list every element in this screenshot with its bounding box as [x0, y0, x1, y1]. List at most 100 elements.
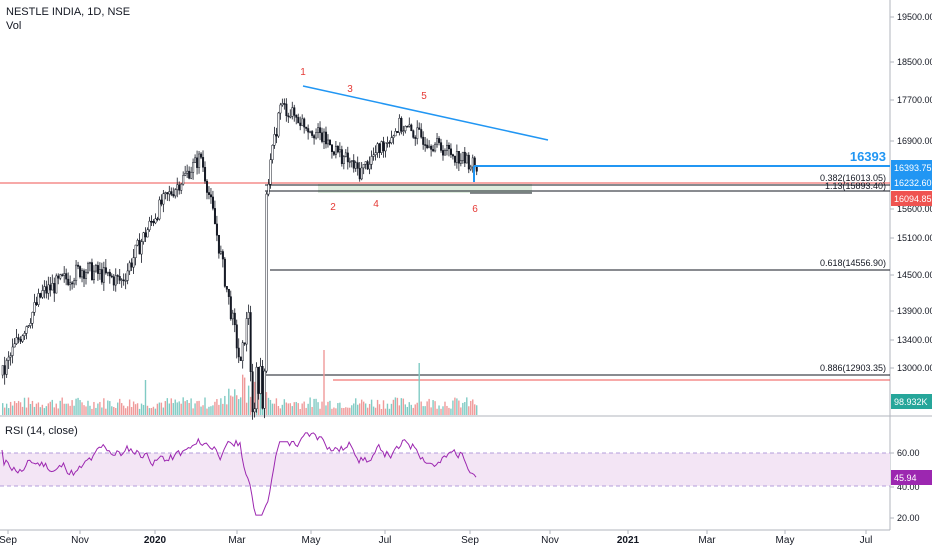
volume-bar — [404, 404, 407, 415]
candle-body — [444, 150, 447, 156]
candle-body — [15, 337, 18, 345]
price-axis-label-text: 16232.60 — [894, 178, 932, 188]
volume-bar — [47, 403, 50, 415]
candle-body — [390, 137, 393, 144]
volume-bar — [172, 403, 174, 415]
candle-body — [402, 130, 405, 133]
rsi-tick-label: 40.00 — [897, 482, 920, 492]
volume-bar — [190, 398, 192, 415]
volume-bar — [279, 408, 282, 415]
candle-body — [428, 145, 431, 149]
price-axis-label-box — [891, 175, 932, 190]
volume-bar — [67, 403, 69, 415]
candle-body — [130, 262, 133, 268]
volume-bar — [378, 404, 381, 415]
volume-bar — [124, 408, 127, 415]
candle-body — [352, 160, 355, 169]
rsi-legend[interactable]: RSI (14, close) — [5, 425, 78, 437]
volume-bar — [265, 392, 268, 415]
candle-body — [5, 360, 8, 375]
candle-body — [406, 125, 409, 128]
candle-body — [23, 333, 26, 337]
candle-body — [231, 312, 234, 320]
candle-body — [315, 132, 318, 139]
candle-body — [122, 279, 125, 282]
candle-body — [307, 128, 310, 133]
candle-body — [114, 275, 117, 286]
volume-bar — [446, 405, 448, 415]
volume-bar — [474, 404, 476, 415]
candle-body — [225, 286, 228, 290]
volume-bar — [113, 406, 115, 415]
volume-bar — [33, 406, 36, 415]
volume-bar — [364, 403, 367, 415]
volume-bar — [170, 398, 172, 415]
candle-body — [394, 131, 397, 137]
candle-body — [65, 273, 68, 280]
candle-body — [239, 356, 242, 361]
candle-body — [96, 265, 99, 274]
volume-bar — [182, 397, 184, 415]
volume-bar — [178, 401, 180, 415]
volume-bar — [325, 405, 327, 415]
symbol-legend[interactable]: NESTLE INDIA, 1D, NSE — [6, 6, 131, 18]
resistance-trendline — [302, 85, 549, 141]
volume-bar — [293, 402, 295, 415]
volume-bar — [275, 398, 278, 415]
candle-body — [210, 194, 212, 198]
volume-bar — [343, 408, 345, 415]
candle-body — [98, 269, 101, 274]
volume-bar — [349, 407, 351, 415]
volume-bar — [408, 402, 410, 415]
candle-body — [128, 262, 131, 272]
volume-bar — [357, 404, 359, 415]
candle-body — [420, 129, 423, 138]
candle-body — [410, 124, 413, 131]
volume-bar — [370, 399, 373, 415]
volume-bar — [333, 407, 335, 415]
volume-bar — [347, 407, 349, 415]
volume-bar — [83, 405, 85, 415]
volume-bar — [200, 406, 202, 415]
volume-bar — [376, 399, 379, 415]
candle-body — [364, 161, 367, 165]
fib-level-label: 0.382(16013.05) — [820, 173, 886, 183]
candle-body — [202, 157, 205, 168]
candle-body — [31, 312, 34, 324]
candle-body — [102, 267, 105, 283]
volume-bar — [362, 401, 365, 415]
candle-body — [251, 371, 254, 413]
volume-bar — [210, 406, 212, 415]
volume-bar — [198, 400, 200, 415]
candle-body — [156, 218, 159, 220]
candle-body — [178, 184, 181, 191]
time-tick-label: 2020 — [144, 535, 167, 546]
volume-legend[interactable]: Vol — [6, 20, 22, 32]
time-tick-label: May — [776, 535, 795, 546]
candle-body — [273, 134, 276, 146]
volume-bar — [335, 408, 337, 415]
candle-body — [57, 275, 60, 279]
candle-body — [388, 142, 391, 144]
price-tick-label: 15100.00 — [897, 233, 932, 243]
time-tick-label: Jul — [860, 535, 873, 546]
volume-bar — [71, 400, 73, 415]
candle-body — [85, 272, 88, 279]
candle-body — [194, 157, 197, 163]
volume-bar — [317, 402, 319, 415]
volume-bar — [297, 403, 299, 415]
candle-body — [69, 282, 72, 285]
candle-body — [53, 283, 56, 294]
candle-body — [253, 408, 256, 413]
candle-body — [206, 180, 209, 193]
candle-body — [309, 131, 312, 133]
candle-body — [340, 149, 343, 164]
volume-bar — [323, 350, 325, 415]
volume-bar — [456, 398, 458, 415]
volume-bar — [277, 406, 280, 415]
candle-body — [344, 152, 347, 157]
candle-body — [140, 241, 143, 255]
candle-body — [475, 166, 478, 172]
fib-level-label: 0.886(12903.35) — [820, 363, 886, 373]
